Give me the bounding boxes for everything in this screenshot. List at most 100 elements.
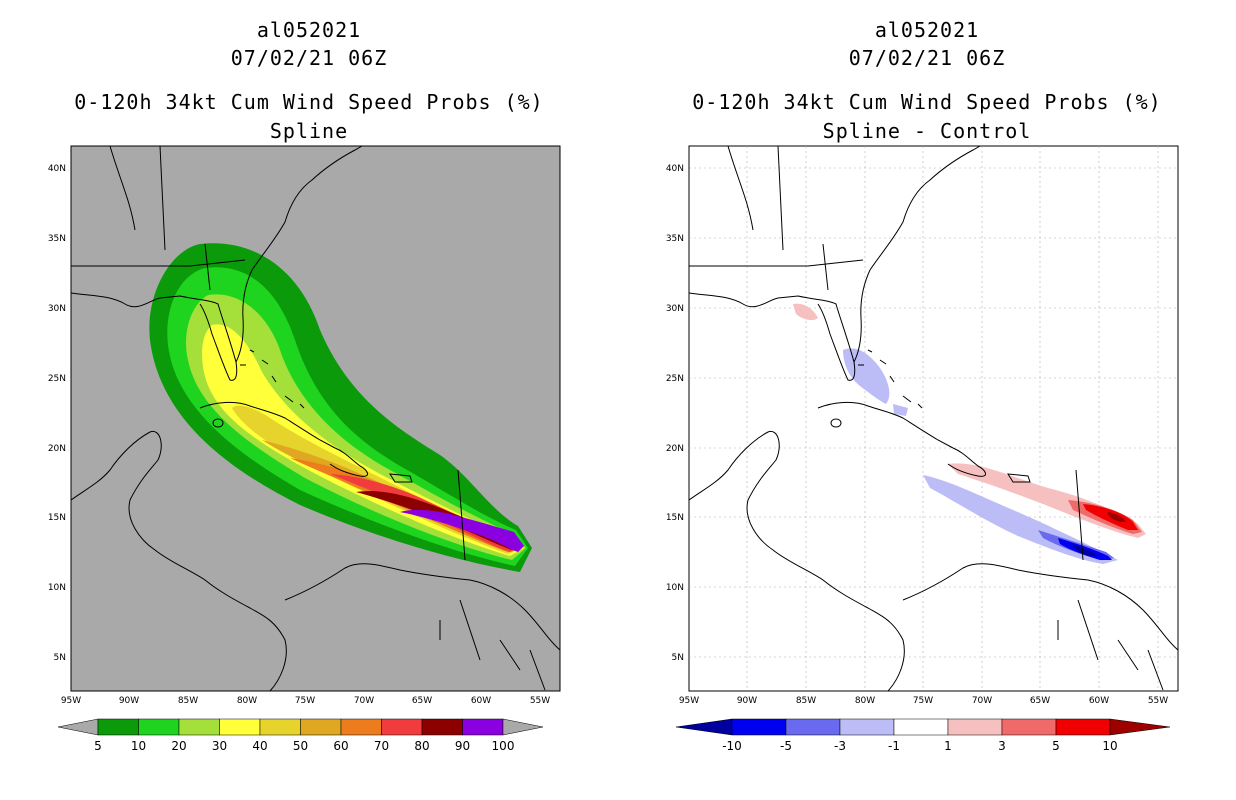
lon-label: 80W [855, 696, 875, 706]
lon-label: 75W [913, 696, 933, 706]
lon-label: 75W [295, 696, 315, 706]
colorbar-swatch [1055, 718, 1111, 736]
lat-label: 15N [48, 513, 66, 523]
colorbar-label: 100 [492, 739, 515, 753]
diff-neg-1 [893, 404, 908, 416]
lat-label: 20N [48, 444, 66, 454]
colorbar-label: 10 [1102, 739, 1117, 753]
colorbar-label: 70 [374, 739, 389, 753]
storm-id: al052021 [256, 18, 362, 42]
probability-contours [149, 243, 532, 572]
colorbar-label: 40 [252, 739, 267, 753]
lat-label: 5N [54, 653, 66, 663]
colorbar-label: -10 [722, 739, 742, 753]
lon-label: 65W [1030, 696, 1050, 706]
lat-label: 10N [666, 583, 684, 593]
colorbar-swatch [219, 718, 261, 736]
lat-label: 40N [48, 164, 66, 174]
left-panel: al052021 07/02/21 06Z 0-120h 34kt Cum Wi… [48, 18, 561, 753]
difference-map: 95W 90W 85W 80W 75W 70W 65W 60W 55W 40N … [666, 145, 1179, 753]
plot-title: 0-120h 34kt Cum Wind Speed Probs (%) [74, 90, 544, 114]
map-background [688, 145, 1179, 692]
lon-label: 55W [1148, 696, 1168, 706]
colorbar-swatch [381, 718, 423, 736]
colorbar-swatch [1001, 718, 1057, 736]
coastlines [70, 145, 561, 692]
lon-label: 55W [530, 696, 550, 706]
lat-label: 10N [48, 583, 66, 593]
lon-label: 80W [237, 696, 257, 706]
lat-label: 35N [48, 234, 66, 244]
colorbar-label: -3 [834, 739, 846, 753]
difference-colorbar: -10 -5 -3 -1 1 3 5 10 [675, 718, 1171, 753]
colorbar-label: 1 [944, 739, 952, 753]
colorbar-swatch [839, 718, 895, 736]
lon-ticks: 95W 90W 85W 80W 75W 70W 65W 60W 55W [679, 696, 1168, 706]
diff-pos-1 [793, 303, 818, 321]
diff-pos-10 [1108, 512, 1126, 522]
colorbar-swatch [893, 718, 949, 736]
lat-label: 35N [666, 234, 684, 244]
lat-label: 30N [48, 304, 66, 314]
lon-label: 95W [679, 696, 699, 706]
lon-label: 60W [1089, 696, 1109, 706]
forecast-datetime: 07/02/21 06Z [230, 46, 388, 70]
lon-ticks: 95W 90W 85W 80W 75W 70W 65W 60W 55W [61, 696, 550, 706]
contour-20 [186, 294, 526, 560]
colorbar-label: 90 [455, 739, 470, 753]
colorbar-label: 5 [94, 739, 102, 753]
contour-80 [356, 490, 520, 550]
lat-ticks: 40N 35N 30N 25N 20N 15N 10N 5N [666, 164, 684, 663]
right-panel: al052021 07/02/21 06Z 0-120h 34kt Cum Wi… [618, 0, 1236, 800]
lon-label: 70W [972, 696, 992, 706]
colorbar-high-arrow [1109, 718, 1171, 736]
colorbar-low-arrow [57, 718, 99, 736]
colorbar-label: 3 [998, 739, 1006, 753]
colorbar-label: 5 [1052, 739, 1060, 753]
colorbar-label: -1 [888, 739, 900, 753]
colorbar-label: 60 [333, 739, 348, 753]
colorbar-swatch [462, 718, 504, 736]
lon-label: 70W [354, 696, 374, 706]
lon-label: 60W [471, 696, 491, 706]
lat-label: 20N [666, 444, 684, 454]
colorbar-high-arrow [502, 718, 544, 736]
colorbar-low-arrow [675, 718, 733, 736]
colorbar-label: 20 [171, 739, 186, 753]
lat-label: 25N [48, 374, 66, 384]
difference-contours [793, 303, 1146, 564]
colorbar-swatch [300, 718, 342, 736]
lon-label: 65W [412, 696, 432, 706]
colorbar-swatch [340, 718, 382, 736]
colorbar-swatch [731, 718, 787, 736]
colorbar-label: 30 [212, 739, 227, 753]
colorbar-swatch [947, 718, 1003, 736]
lon-label: 85W [796, 696, 816, 706]
plot-title: 0-120h 34kt Cum Wind Speed Probs (%) [692, 90, 1162, 114]
lat-ticks: 40N 35N 30N 25N 20N 15N 10N 5N [48, 164, 66, 663]
lat-label: 30N [666, 304, 684, 314]
colorbar-label: 10 [131, 739, 146, 753]
colorbar-label: 80 [414, 739, 429, 753]
probability-map: 95W 90W 85W 80W 75W 70W 65W 60W 55W 40N … [48, 145, 561, 753]
lon-label: 95W [61, 696, 81, 706]
colorbar-label: -5 [780, 739, 792, 753]
lon-label: 90W [737, 696, 757, 706]
grid-lines [689, 146, 1178, 691]
lat-label: 15N [666, 513, 684, 523]
lon-label: 90W [119, 696, 139, 706]
lat-label: 5N [672, 653, 684, 663]
coastlines [688, 145, 1179, 692]
colorbar-swatch [259, 718, 301, 736]
colorbar-swatch [178, 718, 220, 736]
storm-id: al052021 [874, 18, 980, 42]
forecast-datetime: 07/02/21 06Z [848, 46, 1006, 70]
probability-colorbar: 5 10 20 30 40 50 60 70 80 90 100 [57, 718, 544, 753]
colorbar-swatch [97, 718, 139, 736]
colorbar-swatch [421, 718, 463, 736]
plot-subtitle: Spline - Control [822, 119, 1032, 143]
lat-label: 40N [666, 164, 684, 174]
lat-label: 25N [666, 374, 684, 384]
colorbar-swatch [785, 718, 841, 736]
plot-subtitle: Spline [269, 119, 349, 143]
